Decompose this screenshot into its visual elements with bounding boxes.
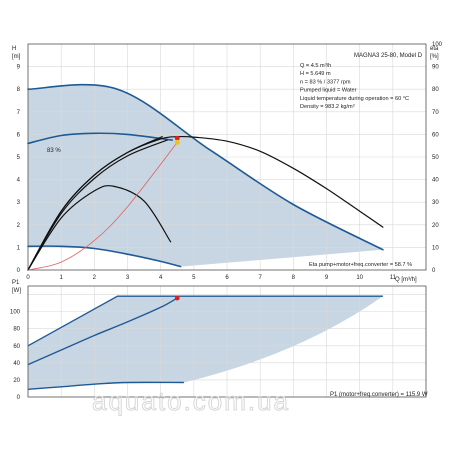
- power-area: [28, 296, 383, 390]
- x-tick-label: 11: [390, 275, 397, 281]
- series-max-curve: [27, 83, 384, 251]
- y-tick-label: 8: [17, 87, 21, 93]
- duty-point-eta: [174, 139, 180, 145]
- p1-tick-label: 0: [17, 395, 21, 401]
- series-min-power: [27, 381, 184, 390]
- x-axis-label: Q [m³/h]: [395, 277, 417, 283]
- power-plot-frame: [27, 285, 427, 398]
- y-tick-label: 2: [17, 223, 21, 229]
- x-tick-label: 7: [258, 275, 262, 281]
- series-curve-2: [27, 136, 163, 271]
- series-eff-83-curve: [27, 132, 174, 145]
- duty-point-power: [174, 295, 180, 301]
- watermark: aquato.com.ua: [92, 386, 290, 416]
- y2-tick-label: 100: [432, 42, 443, 48]
- x-tick-label: 1: [59, 275, 63, 281]
- info-line: H = 5.649 m: [300, 71, 331, 77]
- info-line: n = 83 % / 3377 rpm: [300, 79, 351, 85]
- series-min-curve: [27, 245, 182, 268]
- x-tick-label: 3: [126, 275, 130, 281]
- info-line: Q = 4.5 m³/h: [300, 63, 331, 69]
- p1-tick-label: 20: [13, 378, 20, 384]
- x-tick-label: 0: [26, 275, 30, 281]
- efficiency-label: 83 %: [47, 148, 61, 154]
- y2-tick-label: 10: [432, 245, 439, 251]
- p1-tick-label: 60: [13, 344, 20, 350]
- y2-tick-label: 40: [432, 178, 439, 184]
- series-duty-power: [27, 297, 178, 366]
- info-line: Pumped liquid = Water: [300, 88, 357, 94]
- x-tick-label: 5: [192, 275, 196, 281]
- y2-tick-label: 90: [432, 65, 439, 71]
- duty-point-head: [174, 135, 180, 141]
- p1-axis-label: P1: [12, 280, 20, 286]
- y2-tick-label: 30: [432, 200, 439, 206]
- x-tick-label: 4: [159, 275, 163, 281]
- eta-note: Eta pump+motor+freq.converter = 58.7 %: [309, 262, 412, 268]
- y-tick-label: 1: [17, 245, 21, 251]
- x-tick-label: 9: [325, 275, 329, 281]
- y2-axis-unit: [%]: [430, 54, 439, 60]
- y2-tick-label: 50: [432, 155, 439, 161]
- x-tick-label: 10: [356, 275, 363, 281]
- series-max-power: [27, 295, 383, 347]
- p1-tick-label: 100: [10, 310, 21, 316]
- y2-tick-label: 0: [432, 268, 436, 274]
- y-tick-label: 0: [17, 268, 21, 274]
- p1-tick-label: 80: [13, 327, 20, 333]
- head-plot-frame: [27, 43, 427, 271]
- x-tick-label: 2: [93, 275, 97, 281]
- y2-axis-label: eta: [430, 46, 439, 52]
- y-tick-label: 3: [17, 200, 21, 206]
- p1-axis-unit: [W]: [12, 288, 21, 294]
- y-tick-label: 4: [17, 178, 21, 184]
- y-tick-label: 7: [17, 110, 21, 116]
- series-curve-4: [27, 185, 172, 271]
- y2-tick-label: 70: [432, 110, 439, 116]
- y-tick-label: 5: [17, 155, 21, 161]
- series-system-curve: [27, 141, 178, 271]
- info-line: Liquid temperature during operation = 60…: [300, 96, 409, 102]
- model-label: MAGNA3 25-80, Model D: [354, 53, 423, 59]
- p1-tick-label: 40: [13, 361, 20, 367]
- y2-tick-label: 60: [432, 132, 439, 138]
- x-tick-label: 8: [292, 275, 296, 281]
- series-curve-3: [27, 139, 168, 271]
- y-axis-unit: [m]: [12, 54, 21, 60]
- y-axis-label: H: [12, 46, 16, 52]
- y2-tick-label: 20: [432, 223, 439, 229]
- operating-area: [28, 84, 383, 267]
- y2-tick-label: 80: [432, 87, 439, 93]
- y-tick-label: 9: [17, 65, 21, 71]
- info-line: Density = 983.2 kg/m³: [300, 104, 355, 110]
- y-tick-label: 6: [17, 132, 21, 138]
- power-note: P1 (motor+freq.converter) = 115.9 W: [330, 392, 428, 398]
- x-tick-label: 6: [225, 275, 229, 281]
